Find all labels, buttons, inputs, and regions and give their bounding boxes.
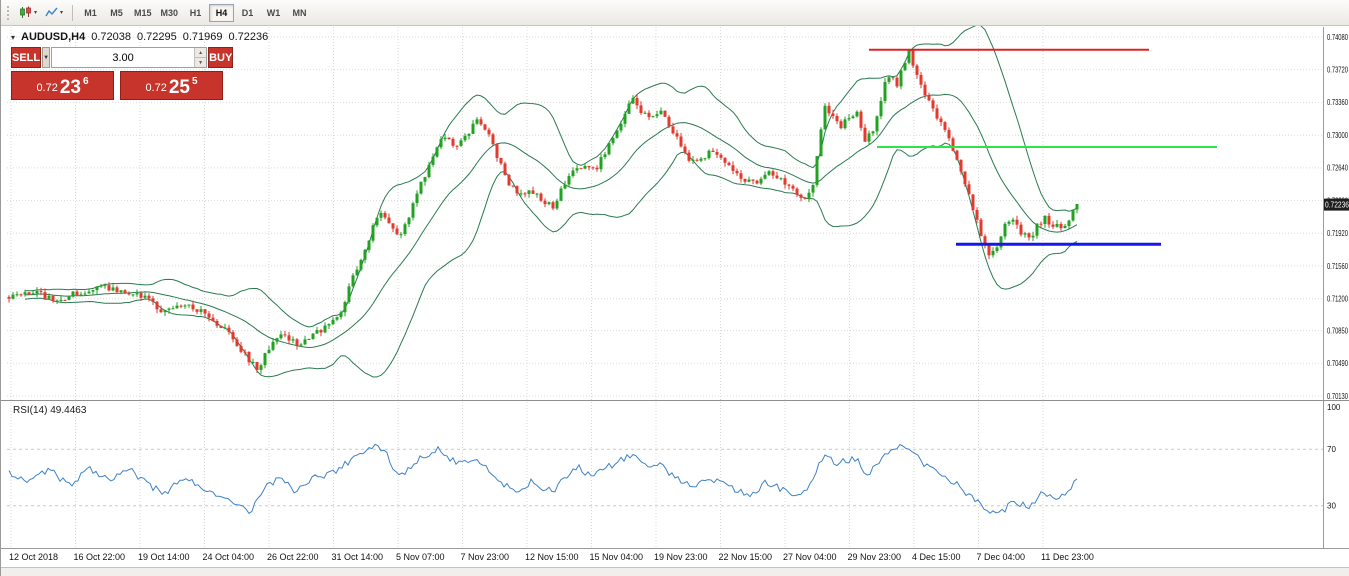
open-price-label: 0.72038 [91,31,131,43]
high-price-label: 0.72295 [136,31,177,43]
timeframe-button-h1[interactable]: H1 [183,4,208,22]
svg-text:0.70130: 0.70130 [1327,392,1348,401]
volume-input[interactable] [52,48,195,67]
buy-button[interactable]: BUY [208,47,234,68]
timeframe-button-m5[interactable]: M5 [104,4,129,22]
svg-text:7 Dec 04:00: 7 Dec 04:00 [977,552,1026,562]
low-price-label: 0.71969 [182,31,223,43]
volume-decrease-button[interactable]: ▼ [195,57,207,67]
timeframe-button-w1[interactable]: W1 [261,4,286,22]
current-price-text: 0.72236 [1325,201,1349,210]
sell-price-point: 6 [83,76,89,87]
timeframe-button-mn[interactable]: MN [287,4,312,22]
sell-price-display[interactable]: 0.72 23 6 [11,71,114,100]
svg-text:5 Nov 07:00: 5 Nov 07:00 [396,552,445,562]
svg-text:12 Oct 2018: 12 Oct 2018 [9,552,58,562]
svg-text:31 Oct 14:00: 31 Oct 14:00 [332,552,384,562]
sell-button[interactable]: SELL [11,47,42,68]
chevron-down-icon: ▾ [33,10,37,16]
timeframe-button-m30[interactable]: M30 [157,4,183,22]
main-toolbar: ▾ ▾ M1 M5 M15 M30 H1 H4 D1 W1 MN [1,0,1349,26]
close-price-label: 0.72236 [228,31,269,43]
svg-text:0.70850: 0.70850 [1327,326,1348,335]
one-click-trading-panel: SELL ▼ ▲ ▼ BUY 0.72 23 6 0.72 25 [11,47,234,100]
timeframe-button-d1[interactable]: D1 [235,4,260,22]
rsi-line [8,443,1078,515]
svg-text:0.73000: 0.73000 [1327,131,1348,140]
trade-controls-row: SELL ▼ ▲ ▼ BUY [11,47,234,68]
svg-text:0.72640: 0.72640 [1327,164,1348,173]
candlestick-chart-icon [20,6,31,18]
grid [7,27,1323,548]
rsi-label: RSI(14) 49.4463 [13,405,87,416]
svg-text:29 Nov 23:00: 29 Nov 23:00 [848,552,902,562]
bollinger-bands [24,24,1078,378]
svg-text:100: 100 [1327,403,1341,412]
time-axis: 12 Oct 2018 16 Oct 22:00 19 Oct 14:00 24 Oc… [9,552,1094,562]
bottom-strip [1,567,1349,576]
svg-text:0.70490: 0.70490 [1327,359,1348,368]
svg-text:7 Nov 23:00: 7 Nov 23:00 [461,552,510,562]
svg-text:0.73720: 0.73720 [1327,66,1348,75]
timeframe-button-m15[interactable]: M15 [130,4,156,22]
buy-price-display[interactable]: 0.72 25 5 [120,71,223,100]
svg-text:24 Oct 04:00: 24 Oct 04:00 [203,552,255,562]
svg-text:0.74080: 0.74080 [1327,33,1348,42]
svg-text:19 Oct 14:00: 19 Oct 14:00 [138,552,190,562]
svg-text:0.73360: 0.73360 [1327,98,1348,107]
current-price-badge [1324,198,1349,211]
buy-price-pips: 25 [168,76,190,98]
buy-price-point: 5 [192,76,198,87]
svg-text:11 Dec 23:00: 11 Dec 23:00 [1041,552,1094,562]
timeframe-button-m1[interactable]: M1 [78,4,103,22]
candlesticks [7,49,1079,375]
line-chart-icon [45,7,58,17]
svg-text:12 Nov 15:00: 12 Nov 15:00 [525,552,579,562]
svg-text:0.71200: 0.71200 [1327,295,1348,304]
symbol-timeframe-label: AUDUSD,H4 [21,31,86,43]
svg-text:27 Nov 04:00: 27 Nov 04:00 [783,552,837,562]
buy-price-big-figure: 0.72 [145,82,167,94]
volume-increase-button[interactable]: ▲ [195,48,207,57]
chart-background [1,26,1349,576]
toolbar-separator [72,4,73,21]
timeframe-button-h4[interactable]: H4 [209,3,235,22]
sell-price-big-figure: 0.72 [36,82,58,94]
trade-prices-row: 0.72 23 6 0.72 25 5 [11,71,223,100]
chart-ohlc-header: ▾ AUDUSD,H4 0.72038 0.72295 0.71969 0.72… [11,31,268,43]
sell-price-pips: 23 [59,76,81,98]
svg-text:30: 30 [1327,502,1336,511]
volume-dropdown-button[interactable]: ▼ [42,47,51,68]
svg-text:0.71920: 0.71920 [1327,229,1348,238]
caret-down-icon: ▼ [43,54,50,61]
chevron-down-icon: ▾ [59,10,63,16]
timeframe-toolbar: M1 M5 M15 M30 H1 H4 D1 W1 MN [78,3,313,22]
svg-text:19 Nov 23:00: 19 Nov 23:00 [654,552,708,562]
volume-spinner: ▲ ▼ [194,48,207,67]
svg-text:70: 70 [1327,445,1336,454]
svg-text:22 Nov 15:00: 22 Nov 15:00 [719,552,773,562]
svg-text:0.71560: 0.71560 [1327,262,1348,271]
chart-type-button[interactable]: ▾ [15,3,41,23]
pane-borders [1,27,1349,549]
toolbar-grip[interactable] [6,4,11,21]
svg-text:4 Dec 15:00: 4 Dec 15:00 [912,552,961,562]
svg-text:16 Oct 22:00: 16 Oct 22:00 [74,552,126,562]
svg-text:26 Oct 22:00: 26 Oct 22:00 [267,552,319,562]
svg-text:15 Nov 04:00: 15 Nov 04:00 [590,552,644,562]
volume-field: ▲ ▼ [51,47,208,68]
collapse-panel-icon[interactable]: ▾ [11,32,16,42]
rsi-pane: RSI(14) 49.4463 [7,405,1323,515]
indicators-button[interactable]: ▾ [41,3,67,23]
